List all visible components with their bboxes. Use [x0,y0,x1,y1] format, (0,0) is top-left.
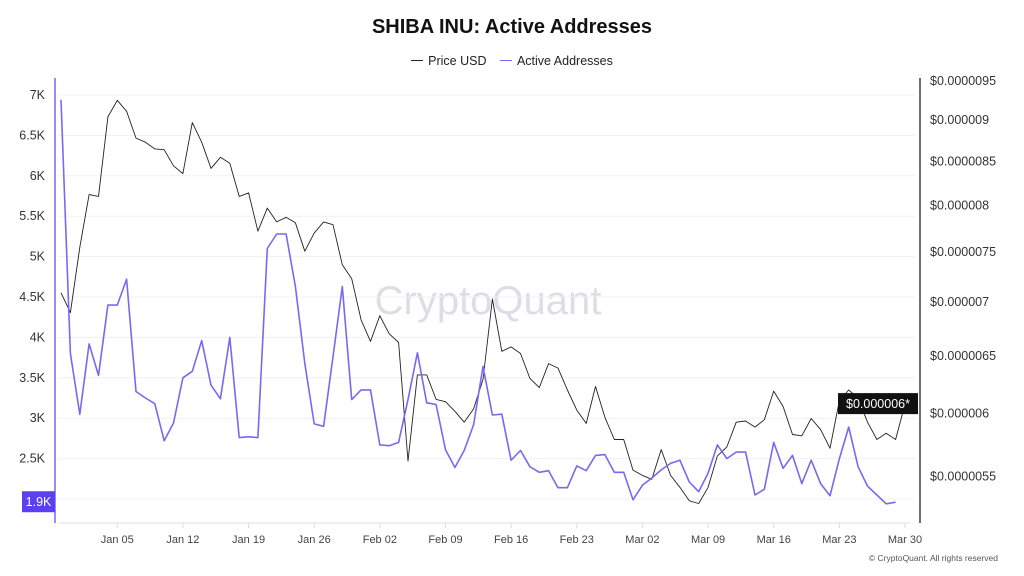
legend-item-active-addresses[interactable]: Active Addresses [499,53,613,68]
x-axis-tick-label: Feb 02 [363,534,397,546]
left-axis-tick-label: 4.5K [19,290,45,304]
x-axis-tick-label: Jan 26 [298,534,331,546]
left-axis-tick-label: 2.5K [19,452,45,466]
watermark: CryptoQuant [375,279,602,323]
left-current-value-badge [22,491,55,513]
right-axis-tick-label: $0.0000075 [930,245,996,259]
right-current-value-label: $0.000006* [846,397,910,411]
left-axis-tick-label: 5K [30,250,46,264]
left-axis-tick-label: 5.5K [19,209,45,223]
left-axis-tick-label: 3K [30,411,46,425]
right-axis-tick-label: $0.0000055 [930,470,996,484]
legend-swatch-active-addresses [499,60,512,61]
left-axis-tick-label: 6.5K [19,128,45,142]
left-current-value-label: 1.9K [26,495,52,509]
x-axis-tick-label: Feb 16 [494,534,528,546]
right-axis-tick-label: $0.000006 [930,407,989,421]
x-axis-tick-label: Feb 09 [428,534,462,546]
legend: Price USD Active Addresses [0,50,1024,68]
right-current-value-badge [838,393,918,415]
right-axis-tick-label: $0.0000095 [930,74,996,88]
right-axis-tick-label: $0.000008 [930,198,989,212]
active-addresses-line [60,99,896,505]
x-axis-tick-label: Jan 19 [232,534,265,546]
x-axis-tick-label: Mar 23 [822,534,856,546]
x-axis-tick-label: Feb 23 [560,534,594,546]
right-axis-tick-label: $0.0000085 [930,155,996,169]
left-axis-tick-label: 3.5K [19,371,45,385]
right-axis-tick-label: $0.0000065 [930,349,996,363]
left-axis-tick-label: 4K [30,330,46,344]
left-axis-tick-label: 6K [30,169,46,183]
chart-title: SHIBA INU: Active Addresses [371,16,653,38]
x-axis-tick-label: Jan 12 [166,534,199,546]
x-axis-tick-label: Mar 09 [691,534,725,546]
x-axis-tick-label: Mar 02 [625,534,659,546]
copyright-footer: © CryptoQuant. All rights reserved [868,553,998,563]
x-axis-tick-label: Jan 05 [101,534,134,546]
x-axis-tick-label: Mar 30 [888,534,922,546]
right-axis-tick-label: $0.000007 [930,295,989,309]
price-usd-line [60,99,906,504]
left-axis-tick-label: 7K [30,88,46,102]
x-axis-tick-label: Mar 16 [757,534,791,546]
legend-label-price: Price USD [428,53,487,68]
legend-label-active-addresses: Active Addresses [516,53,613,68]
legend-swatch-price [411,60,424,61]
legend-item-price[interactable]: Price USD [411,54,486,68]
right-axis-tick-label: $0.000009 [930,113,989,127]
